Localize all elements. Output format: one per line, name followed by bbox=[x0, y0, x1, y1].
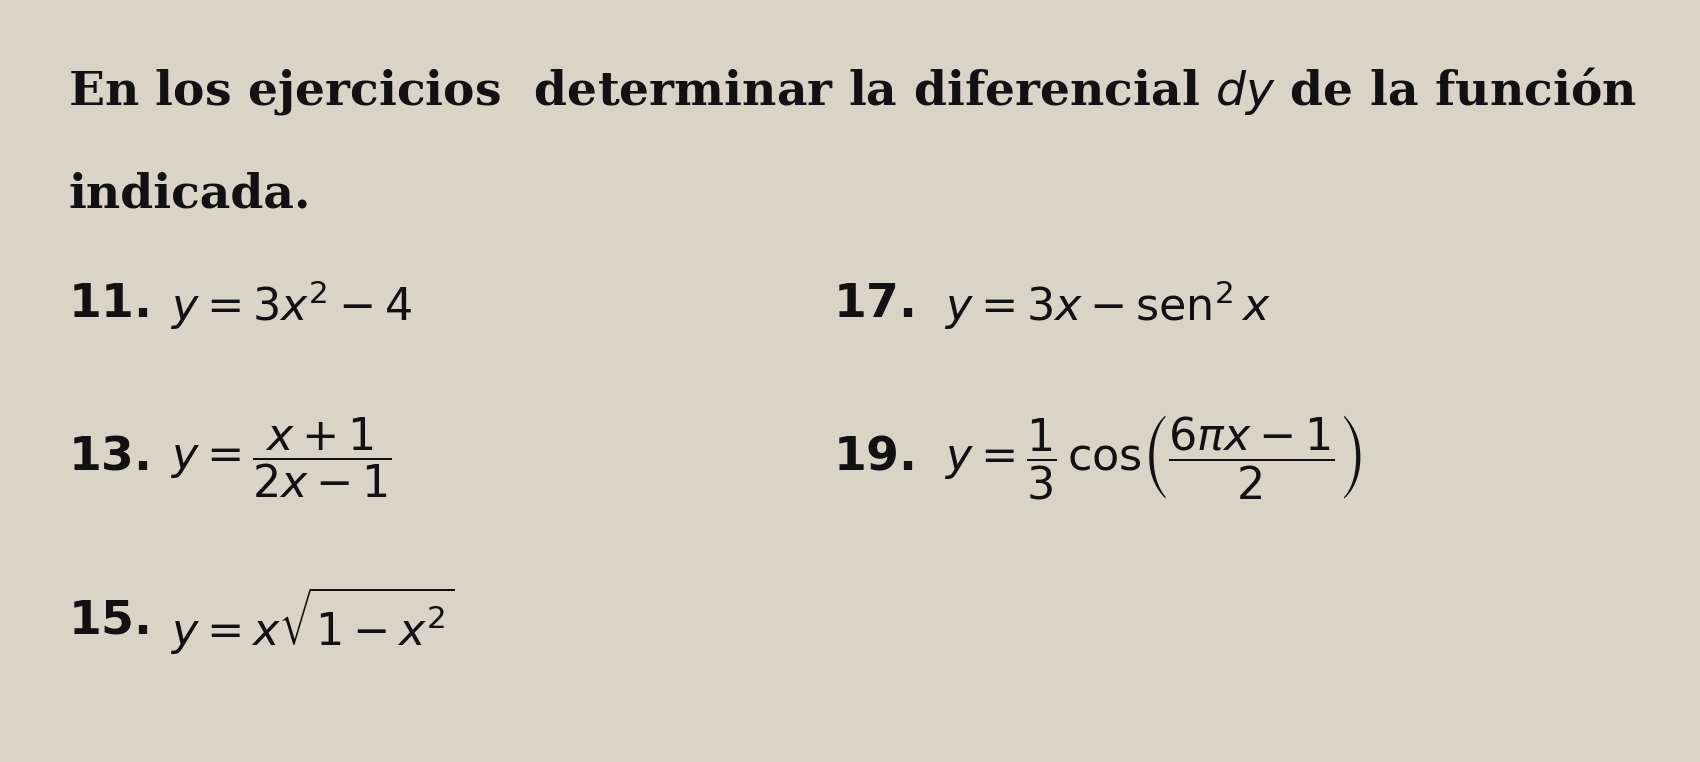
Text: $\mathbf{15.}$: $\mathbf{15.}$ bbox=[68, 598, 150, 644]
Text: $y = \dfrac{x + 1}{2x - 1}$: $y = \dfrac{x + 1}{2x - 1}$ bbox=[170, 415, 391, 500]
Text: $\mathbf{17.}$: $\mathbf{17.}$ bbox=[833, 282, 915, 328]
Text: $y = \dfrac{1}{3}\,\cos\!\left(\dfrac{6\pi x - 1}{2}\right)$: $y = \dfrac{1}{3}\,\cos\!\left(\dfrac{6\… bbox=[944, 413, 1362, 501]
Text: indicada.: indicada. bbox=[68, 171, 311, 217]
Text: $\mathbf{19.}$: $\mathbf{19.}$ bbox=[833, 434, 915, 480]
Text: $y = x\sqrt{1 - x^2}$: $y = x\sqrt{1 - x^2}$ bbox=[170, 585, 456, 657]
Text: $y = 3x^2 - 4$: $y = 3x^2 - 4$ bbox=[170, 278, 411, 331]
Text: En los ejercicios  determinar la diferencial $\mathit{dy}$ de la función: En los ejercicios determinar la diferenc… bbox=[68, 65, 1637, 117]
Text: $\mathbf{13.}$: $\mathbf{13.}$ bbox=[68, 434, 150, 480]
Text: $\mathbf{11.}$: $\mathbf{11.}$ bbox=[68, 282, 150, 328]
Text: $y = 3x - \mathrm{sen}^2\, x$: $y = 3x - \mathrm{sen}^2\, x$ bbox=[944, 278, 1272, 331]
